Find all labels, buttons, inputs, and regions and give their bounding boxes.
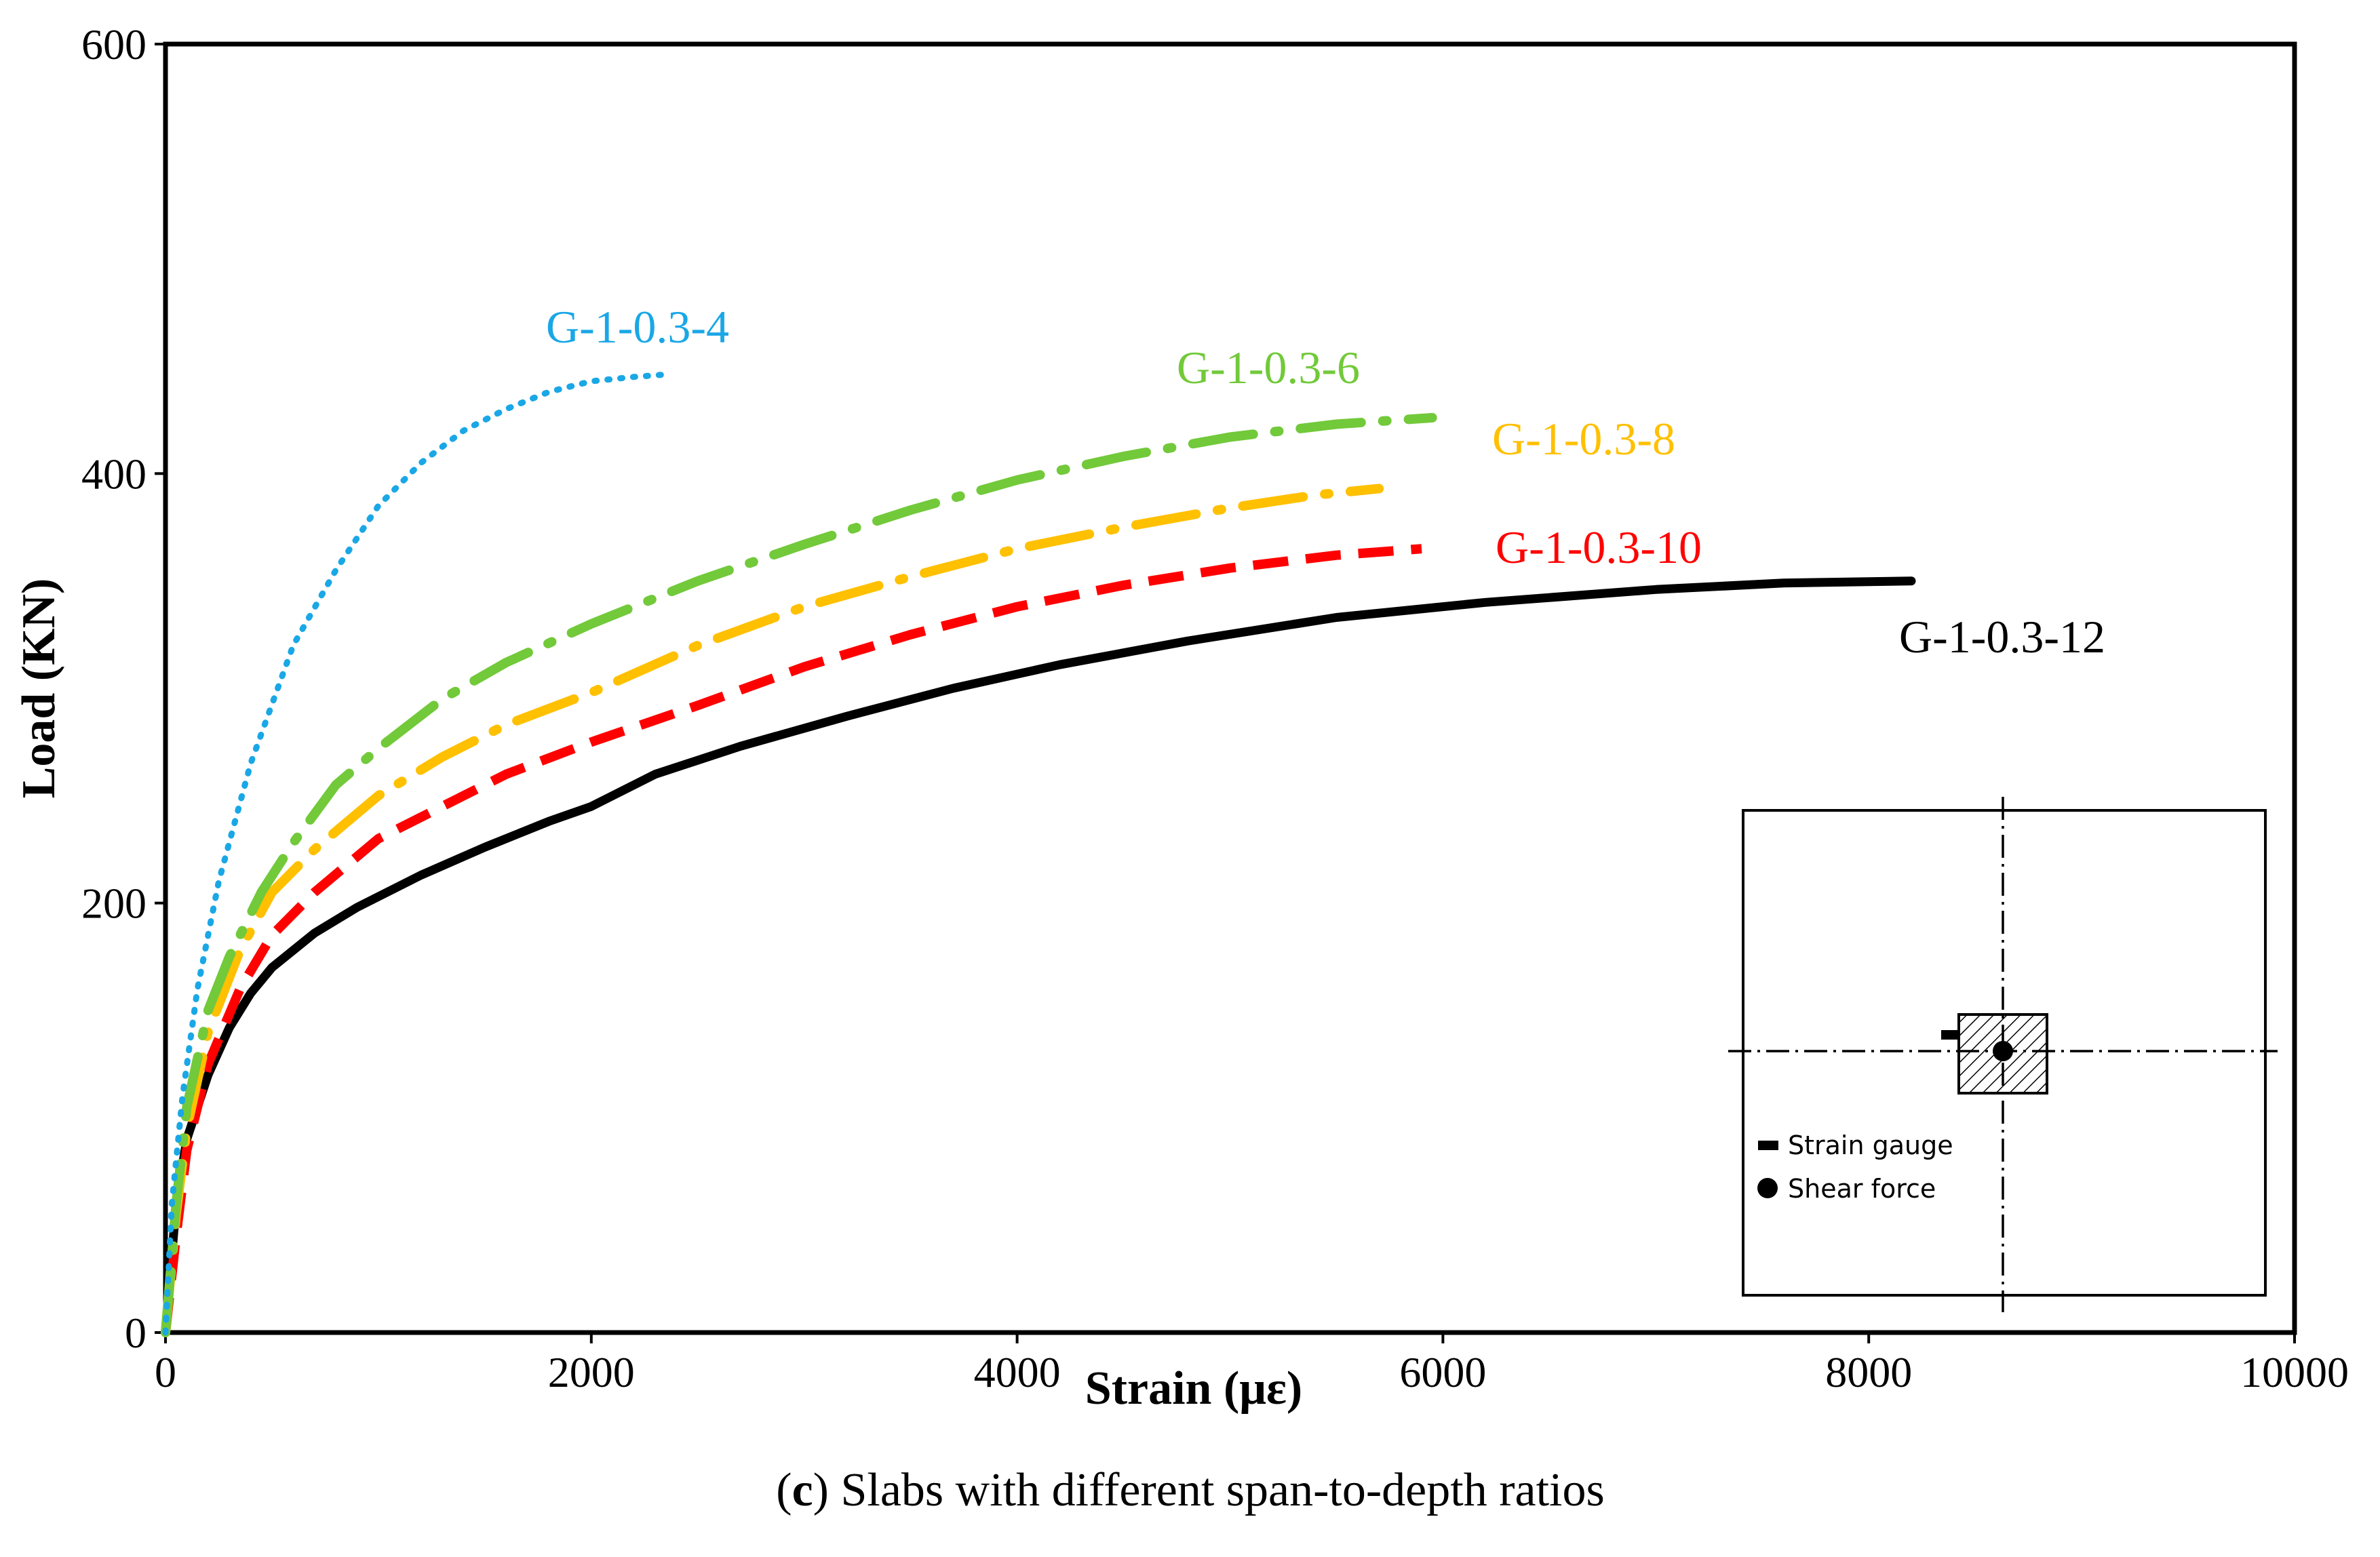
x-tick-label: 8000 <box>1825 1348 1912 1396</box>
series-line-g-1-0-3-4 <box>162 372 665 1336</box>
series-line-g-1-0-3-10 <box>161 544 1422 1333</box>
legend-shear-force-label: Shear force <box>1788 1174 1936 1204</box>
y-tick-label: 600 <box>81 20 147 68</box>
caption-prefix: ( <box>776 1464 792 1516</box>
legend-shear-force-icon <box>1757 1178 1778 1198</box>
series-layer <box>161 372 1916 1337</box>
legend-strain-gauge-label: Strain gauge <box>1788 1130 1953 1160</box>
y-tick-label: 200 <box>81 880 147 928</box>
y-axis-ticks: 0 200 400 600 <box>81 20 165 1357</box>
series-label-g-1-0-3-4: G-1-0.3-4 <box>546 301 729 353</box>
series-label-g-1-0-3-10: G-1-0.3-10 <box>1496 521 1702 573</box>
series-label-g-1-0-3-6: G-1-0.3-6 <box>1177 342 1360 393</box>
axes: 0 2000 4000 6000 8000 10000 0 200 400 600 <box>81 20 2349 1396</box>
x-tick-label: 4000 <box>974 1348 1061 1396</box>
series-label-g-1-0-3-8: G-1-0.3-8 <box>1492 413 1675 465</box>
x-tick-label: 10000 <box>2240 1348 2349 1396</box>
legend-strain-gauge-icon <box>1758 1141 1778 1150</box>
x-tick-label: 0 <box>155 1348 176 1396</box>
series-line-g-1-0-3-6 <box>161 413 1437 1337</box>
plot-area-frame <box>163 41 2297 1335</box>
x-tick-label: 2000 <box>548 1348 635 1396</box>
y-tick-label: 400 <box>81 450 147 498</box>
series-label-g-1-0-3-12: G-1-0.3-12 <box>1899 611 2105 663</box>
caption-text: ) Slabs with different span-to-depth rat… <box>813 1464 1605 1516</box>
y-axis-title: Load (KN) <box>13 578 65 799</box>
x-axis-title: Strain (με) <box>1085 1362 1302 1415</box>
series-line-g-1-0-3-12 <box>161 576 1916 1337</box>
figure-caption: (c) Slabs with different span-to-depth r… <box>776 1464 1604 1516</box>
slab-inset-diagram: Strain gauge Shear force <box>1728 797 2278 1312</box>
x-tick-label: 6000 <box>1399 1348 1486 1396</box>
caption-letter: c <box>792 1464 813 1516</box>
y-tick-label: 0 <box>125 1309 147 1357</box>
strain-gauge-icon <box>1941 1030 1957 1040</box>
series-labels: G-1-0.3-4 G-1-0.3-6 G-1-0.3-8 G-1-0.3-10… <box>546 301 2105 663</box>
x-axis-ticks: 0 2000 4000 6000 8000 10000 <box>155 1333 2349 1396</box>
shear-force-icon <box>1993 1041 2013 1061</box>
